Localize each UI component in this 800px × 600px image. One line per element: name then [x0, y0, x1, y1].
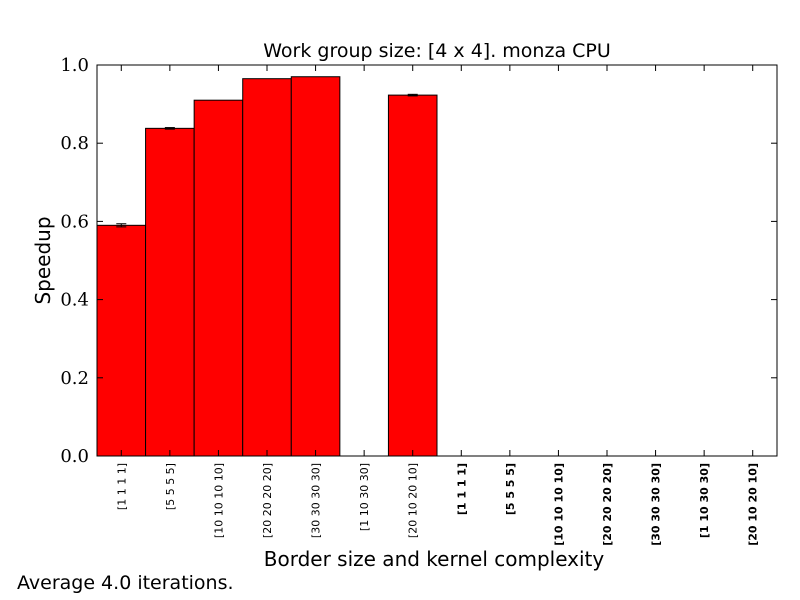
xtick-label-8: [5 5 5 5]: [504, 463, 517, 515]
xtick-label-5: [1 10 30 30]: [358, 463, 371, 531]
y-axis-ticks: 0.0 0.2 0.4 0.6 0.8 1.0: [60, 55, 777, 467]
bar-2: [193, 99, 244, 457]
xtick-label-10: [20 20 20 20]: [601, 463, 614, 546]
bar-1: [145, 127, 195, 457]
xtick-label-12: [1 10 30 30]: [698, 463, 711, 538]
ytick-label-3: 0.6: [60, 211, 89, 232]
x-axis-label: Border size and kernel complexity: [264, 547, 605, 571]
xtick-label-3: [20 20 20 20]: [261, 463, 274, 538]
chart-title: Work group size: [4 x 4]. monza CPU: [263, 40, 611, 62]
xtick-label-6: [20 10 20 10]: [407, 463, 420, 538]
bar-0: [96, 224, 147, 457]
xtick-label-7: [1 1 1 1]: [455, 463, 468, 515]
xtick-label-4: [30 30 30 30]: [310, 463, 323, 538]
footnote-iterations: Average 4.0 iterations.: [17, 572, 234, 594]
ytick-label-1: 0.2: [60, 368, 89, 389]
xtick-label-2: [10 10 10 10]: [212, 463, 225, 538]
ytick-label-0: 0.0: [60, 446, 89, 467]
ytick-label-4: 0.8: [60, 133, 89, 154]
xtick-label-1: [5 5 5 5]: [164, 463, 177, 510]
bar-4: [290, 76, 341, 457]
plot-area-frame: [96, 64, 778, 457]
bar-6: [387, 94, 438, 457]
bar-group: [96, 76, 438, 457]
errorbar-group: [116, 93, 418, 228]
xtick-label-9: [10 10 10 10]: [552, 463, 565, 546]
ytick-label-2: 0.4: [60, 290, 89, 311]
xtick-label-0: [1 1 1 1]: [115, 463, 128, 510]
xtick-label-13: [20 10 20 10]: [747, 463, 760, 546]
xtick-label-11: [30 30 30 30]: [650, 463, 663, 546]
bar-3: [242, 78, 292, 457]
y-axis-label: Speedup: [31, 216, 55, 304]
ytick-label-5: 1.0: [60, 55, 89, 76]
x-axis-ticks: [1 1 1 1] [5 5 5 5] [10 10 10 10] [20 20 20…: [115, 65, 760, 546]
